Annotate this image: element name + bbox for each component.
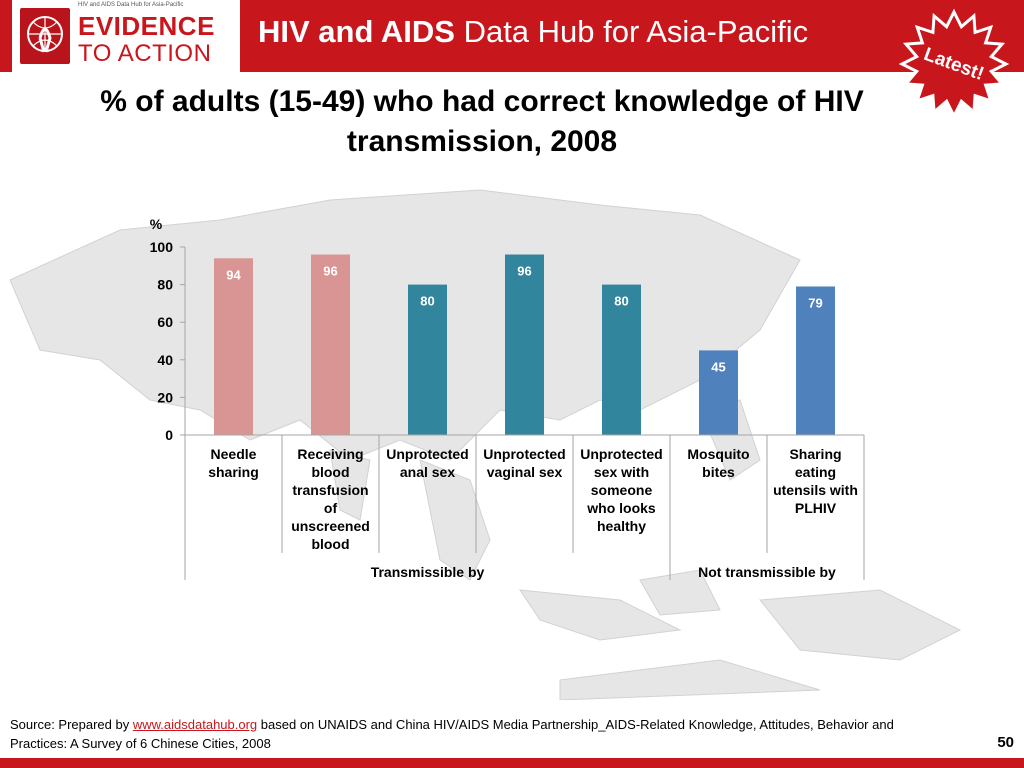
x-category-label-line: Unprotected: [483, 446, 566, 462]
x-category-label: Unprotected vaginal sex: [477, 445, 573, 481]
x-category-label-line: Sharing: [789, 446, 842, 462]
x-category-label-line: Unprotected: [386, 446, 469, 462]
bar: [311, 254, 350, 435]
x-category-label-line: blood: [311, 464, 350, 480]
data-label: 79: [808, 295, 822, 310]
y-tick-label: 80: [157, 277, 173, 293]
y-tick-label: 40: [157, 352, 173, 368]
y-tick-label: 60: [157, 314, 173, 330]
bar: [505, 254, 544, 435]
x-category-label-line: bites: [702, 464, 735, 480]
x-group-label: Transmissible by: [370, 564, 485, 580]
data-label: 45: [711, 359, 725, 374]
x-category-label: Mosquito bites: [671, 445, 767, 481]
header-title-bold: HIV and AIDS: [258, 14, 455, 49]
x-group-label: Not transmissible by: [698, 564, 836, 580]
latest-star-badge: Latest!: [898, 8, 1010, 118]
y-tick-label: 20: [157, 389, 173, 405]
x-category-label-line: anal sex: [399, 464, 456, 480]
bar: [699, 350, 738, 435]
x-category-label-line: Unprotected: [580, 446, 663, 462]
data-label: 94: [226, 267, 241, 282]
logo-caption: HIV and AIDS Data Hub for Asia-Pacific: [78, 2, 184, 8]
x-category-label-line: Mosquito: [687, 446, 750, 462]
bar: [602, 284, 641, 435]
source-link[interactable]: www.aidsdatahub.org: [132, 717, 258, 732]
x-category-label-line: vaginal sex: [486, 464, 563, 480]
x-category-label: Needle sharing: [186, 445, 282, 481]
data-label: 80: [614, 294, 628, 309]
data-label: 96: [323, 264, 337, 279]
bar: [408, 284, 447, 435]
y-tick-label: 0: [165, 427, 173, 443]
header-title: HIV and AIDS Data Hub for Asia-Pacific: [258, 14, 808, 50]
bar: [796, 286, 835, 435]
source-rest: based on UNAIDS and China HIV/AIDS Media…: [10, 717, 894, 751]
x-category-label-line: Receiving: [297, 446, 364, 462]
y-axis-label: %: [150, 216, 163, 232]
footer-band: [0, 758, 1024, 768]
page-number: 50: [997, 734, 1014, 751]
x-category-label-line: utensils with: [773, 482, 858, 498]
bar: [214, 258, 253, 435]
chart-title: % of adults (15-49) who had correct know…: [100, 85, 864, 158]
data-label: 80: [420, 294, 434, 309]
x-category-label-line: transfusion: [292, 482, 369, 498]
logo-word-evidence: EVIDENCE: [78, 11, 215, 41]
y-tick-label: 100: [150, 239, 174, 255]
x-category-label-line: Needle: [210, 446, 257, 462]
un-emblem-icon: [20, 8, 70, 64]
x-category-label-line: sharing: [208, 464, 259, 480]
x-category-label-line: unscreened: [291, 518, 370, 534]
x-category-label-line: someone: [590, 482, 653, 498]
x-category-label-line: sex with: [593, 464, 650, 480]
x-category-label-line: PLHIV: [794, 500, 837, 516]
data-label: 96: [517, 264, 531, 279]
x-category-label-line: healthy: [596, 518, 646, 534]
x-category-label-line: of: [323, 500, 338, 516]
header-title-rest: Data Hub for Asia-Pacific: [463, 14, 809, 49]
x-category-label-line: blood: [311, 536, 350, 552]
logo-word-to-action: TO ACTION: [78, 40, 212, 67]
x-category-label: Receiving blood transfusion of unscreened blo…: [283, 445, 379, 553]
x-category-label: Unprotected anal sex: [380, 445, 476, 481]
x-category-label: Unprotected sex with someone who looks healt…: [574, 445, 670, 535]
source-prefix: Source: Prepared by: [10, 717, 130, 732]
x-category-label-line: eating: [794, 464, 837, 480]
evidence-to-action-logo: HIV and AIDS Data Hub for Asia-Pacific E…: [12, 0, 242, 72]
x-category-label-line: who looks: [587, 500, 656, 516]
x-category-label: Sharing eating utensils with PLHIV: [768, 445, 864, 517]
source-note: Source: Prepared by www.aidsdatahub.org …: [10, 715, 910, 753]
